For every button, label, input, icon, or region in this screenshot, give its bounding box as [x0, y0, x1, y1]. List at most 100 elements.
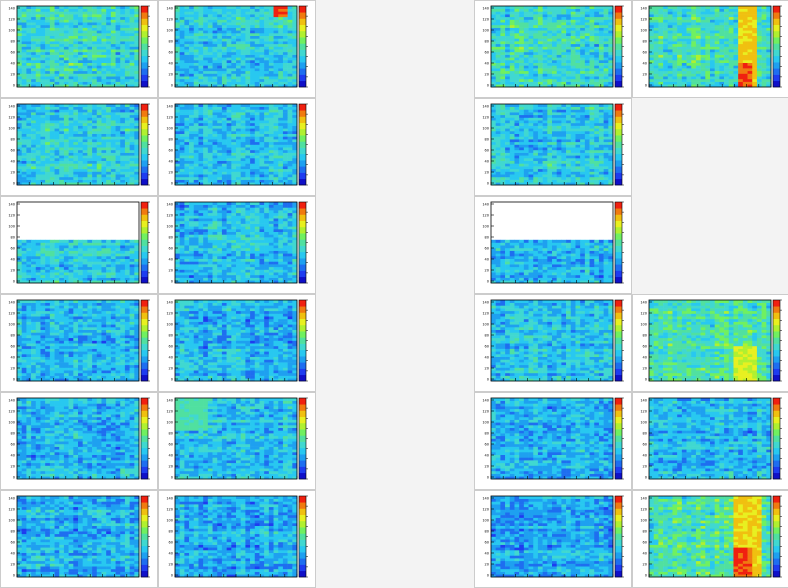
heatmap-cell [226, 30, 232, 34]
heatmap-cell [207, 11, 213, 15]
heatmap-cell [268, 104, 274, 107]
heatmap-cell [250, 120, 256, 124]
heatmap-cell [87, 30, 93, 34]
heatmap-cell [26, 155, 32, 159]
y-tick-label: 80 [11, 138, 15, 142]
heatmap-cell [691, 68, 697, 72]
heatmap-cell [686, 46, 692, 50]
heatmap-cell [198, 158, 204, 161]
heatmap-cell [710, 38, 715, 42]
heatmap-cell [92, 131, 98, 134]
heatmap-cell [681, 70, 687, 74]
heatmap-cell [236, 171, 241, 175]
heatmap-cell [120, 35, 126, 39]
heatmap-cell [533, 73, 539, 77]
heatmap-cell [603, 33, 609, 36]
heatmap-cell [193, 43, 199, 47]
heatmap-cell [259, 163, 265, 167]
heatmap-cell [761, 30, 767, 34]
heatmap-cell [221, 81, 227, 85]
heatmap-cell [658, 14, 664, 18]
heatmap-cell [217, 155, 223, 159]
heatmap-cell [495, 81, 501, 85]
heatmap-cell [742, 54, 748, 58]
heatmap-cell [240, 120, 246, 124]
heatmap-cell [547, 78, 553, 82]
heatmap-cell [184, 41, 190, 45]
heatmap-cell [505, 76, 511, 80]
heatmap-cell [189, 171, 195, 175]
heatmap-cell [747, 35, 753, 39]
heatmap-cell [193, 76, 199, 80]
heatmap-cell [212, 60, 218, 63]
heatmap-cell [134, 106, 140, 110]
heatmap-cell [710, 14, 715, 18]
heatmap-cell [134, 46, 140, 50]
heatmap-cell [589, 11, 595, 15]
heatmap-cell [92, 174, 98, 178]
heatmap-cell [35, 133, 41, 137]
heatmap-cell [193, 33, 199, 36]
heatmap-cell [78, 65, 83, 69]
heatmap-cell [240, 128, 246, 132]
heatmap-cell [273, 168, 279, 172]
heatmap-cell [728, 84, 734, 88]
heatmap-cell [40, 168, 46, 172]
heatmap-cell [733, 27, 739, 31]
heatmap-cell [31, 125, 37, 129]
heatmap-cell [653, 60, 659, 63]
heatmap-cell [134, 149, 140, 153]
heatmap-cell [87, 125, 93, 129]
heatmap-cell [528, 60, 534, 63]
heatmap-cell [115, 179, 121, 183]
heatmap-cell [198, 176, 204, 180]
heatmap-cell [73, 158, 79, 161]
heatmap-cell [221, 133, 227, 137]
heatmap-cell [26, 139, 32, 143]
heatmap-cell [733, 57, 739, 61]
heatmap-cell [231, 112, 237, 116]
heatmap-cell [542, 60, 548, 63]
heatmap-cell [589, 60, 595, 63]
heatmap-cell [533, 76, 539, 80]
heatmap-cell [179, 114, 185, 118]
heatmap-cell [189, 149, 195, 153]
heatmap-cell [691, 43, 697, 47]
heatmap-cell [663, 33, 669, 36]
heatmap-cell [35, 166, 41, 170]
heatmap-cell [120, 136, 126, 140]
heatmap-cell [45, 16, 51, 20]
heatmap-cell [584, 19, 590, 23]
heatmap-cell [68, 6, 74, 9]
heatmap-cell [278, 60, 284, 63]
heatmap-cell [700, 38, 706, 42]
heatmap-cell [73, 24, 79, 28]
heatmap-cell [259, 22, 265, 26]
heatmap-cell [278, 171, 284, 175]
heatmap-cell [101, 147, 107, 151]
heatmap-cell [245, 41, 251, 45]
heatmap-cell [728, 76, 734, 80]
heatmap-cell [523, 24, 529, 28]
heatmap-cell [73, 6, 79, 9]
heatmap-cell [231, 149, 237, 153]
heatmap-cell [552, 41, 557, 45]
heatmap-cell [21, 104, 27, 107]
heatmap-cell [264, 70, 270, 74]
heatmap-cell [589, 22, 595, 26]
heatmap-cell [273, 76, 279, 80]
heatmap-cell [134, 6, 140, 9]
heatmap-cell [742, 84, 748, 88]
heatmap-cell [78, 128, 83, 132]
heatmap-cell [179, 49, 185, 53]
heatmap-cell [87, 158, 93, 161]
heatmap-cell [59, 171, 65, 175]
heatmap-cell [292, 16, 298, 20]
heatmap-cell [49, 114, 55, 118]
heatmap-cell [78, 120, 83, 124]
heatmap-cell [570, 70, 576, 74]
heatmap-cell [742, 81, 748, 85]
heatmap-cell [134, 51, 140, 55]
heatmap-cell [292, 78, 298, 82]
heatmap-cell [589, 84, 595, 88]
